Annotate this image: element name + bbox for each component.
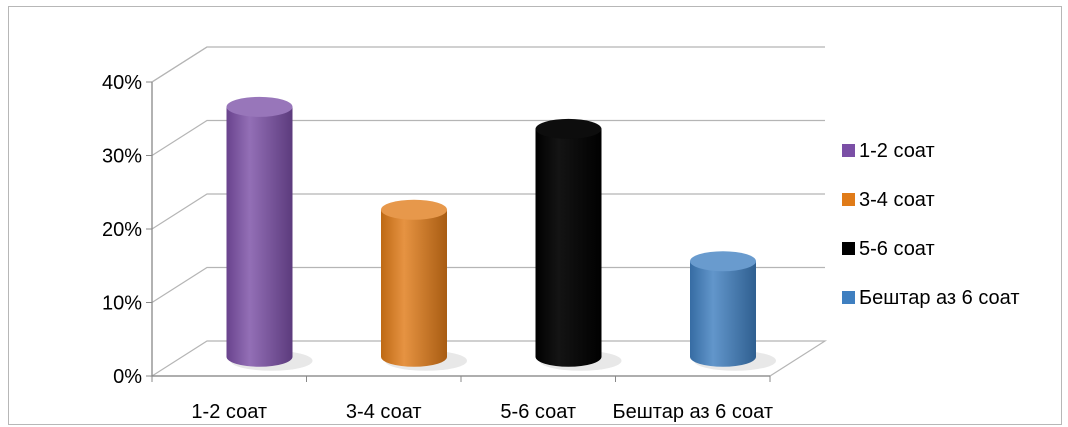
y-axis-ticks: 0% 10% 20% 30% 40% — [102, 72, 771, 388]
chart-legend: 1-2 соат 3-4 соат 5-6 соат Бештар аз 6 соат — [842, 140, 1020, 309]
legend-swatch — [842, 193, 855, 206]
bar-top — [226, 96, 293, 117]
legend-label: 1-2 соат — [859, 140, 935, 162]
x-tick-label: Бештар аз 6 соат — [612, 401, 773, 423]
gridline — [151, 266, 825, 304]
bar-body — [226, 106, 293, 367]
chart-bars — [226, 96, 776, 371]
gridline — [151, 193, 825, 230]
legend-swatch — [842, 291, 855, 304]
bar-body — [535, 128, 602, 367]
y-tick-label: 0% — [113, 366, 142, 388]
x-tick-label: 5-6 соат — [500, 401, 576, 423]
bar-top — [690, 251, 756, 272]
y-tick-label: 30% — [102, 146, 142, 168]
bar-top — [535, 118, 602, 139]
legend-item: 3-4 соат — [842, 189, 935, 211]
legend-swatch — [842, 144, 855, 157]
gridline — [151, 119, 825, 157]
bar-body — [381, 209, 447, 367]
legend-item: Бештар аз 6 соат — [842, 287, 1020, 309]
bar-top — [381, 199, 447, 220]
legend-item: 5-6 соат — [842, 238, 935, 260]
bar-1 — [226, 96, 313, 371]
bar-4 — [690, 251, 776, 371]
x-tick-label: 1-2 соат — [191, 401, 267, 423]
legend-item: 1-2 соат — [842, 140, 935, 162]
y-tick-label: 20% — [102, 219, 142, 241]
gridline — [151, 46, 825, 83]
y-tick-label: 40% — [102, 72, 142, 94]
x-axis-labels: 1-2 соат 3-4 соат 5-6 соат Бештар аз 6 соат — [191, 401, 773, 423]
x-tick-label: 3-4 соат — [346, 401, 422, 423]
legend-label: 5-6 соат — [859, 238, 935, 260]
bar-body — [690, 261, 756, 367]
bar-3 — [535, 118, 622, 371]
legend-swatch — [842, 242, 855, 255]
y-tick-label: 10% — [102, 293, 142, 315]
chart-gridlines — [151, 46, 825, 304]
bar-2 — [381, 199, 467, 371]
legend-label: Бештар аз 6 соат — [859, 287, 1020, 309]
legend-label: 3-4 соат — [859, 189, 935, 211]
